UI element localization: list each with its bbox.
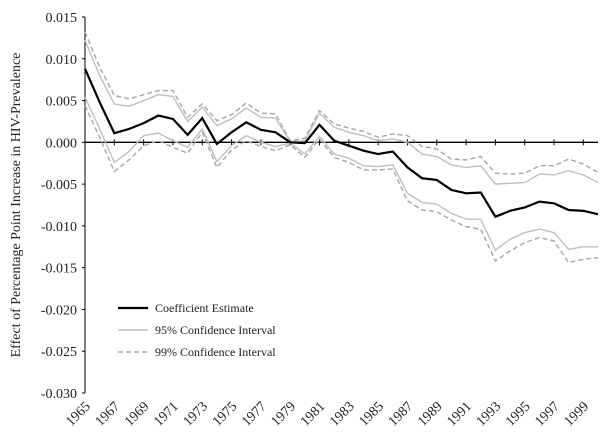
y-tick-label: -0.015 — [41, 262, 77, 277]
y-axis-title: Effect of Percentage Point Increase in H… — [9, 53, 24, 358]
y-tick-label: 0.005 — [46, 95, 78, 110]
band-lower — [84, 105, 599, 264]
x-tick-label: 1967 — [93, 399, 123, 429]
y-tick-label: -0.010 — [41, 220, 77, 235]
y-tick-label: -0.020 — [41, 303, 77, 318]
x-tick-label: 1979 — [269, 399, 299, 429]
band-upper — [84, 31, 599, 175]
legend-label: 99% Confidence Interval — [155, 345, 276, 359]
x-tick-label: 1997 — [532, 399, 562, 429]
band-lower — [84, 96, 598, 252]
band-upper — [84, 40, 599, 185]
line — [83, 68, 599, 219]
x-tick-label: 1975 — [210, 399, 240, 429]
y-tick-label: -0.030 — [41, 387, 77, 402]
x-tick-label: 1999 — [562, 399, 592, 429]
x-tick-label: 1983 — [327, 399, 357, 429]
y-tick-label: -0.025 — [41, 345, 77, 360]
x-tick-label: 1995 — [503, 399, 533, 429]
x-tick-label: 1981 — [298, 399, 328, 429]
y-tick-label: 0.010 — [46, 53, 78, 68]
x-tick-label: 1969 — [122, 399, 152, 429]
legend-label: Coefficient Estimate — [155, 301, 254, 315]
x-tick-label: 1991 — [445, 399, 475, 429]
x-tick-label: 1993 — [474, 399, 504, 429]
y-tick-label: 0.015 — [46, 11, 78, 26]
x-tick-label: 1985 — [357, 399, 387, 429]
x-tick-label: 1965 — [63, 399, 93, 429]
y-tick-label: -0.005 — [41, 178, 77, 193]
x-tick-label: 1987 — [386, 399, 416, 429]
x-tick-label: 1971 — [151, 399, 181, 429]
x-tick-label: 1977 — [239, 399, 269, 429]
legend-label: 95% Confidence Interval — [155, 323, 276, 337]
y-tick-label: 0.000 — [46, 136, 78, 151]
x-tick-label: 1989 — [415, 399, 445, 429]
x-tick-label: 1973 — [181, 399, 211, 429]
